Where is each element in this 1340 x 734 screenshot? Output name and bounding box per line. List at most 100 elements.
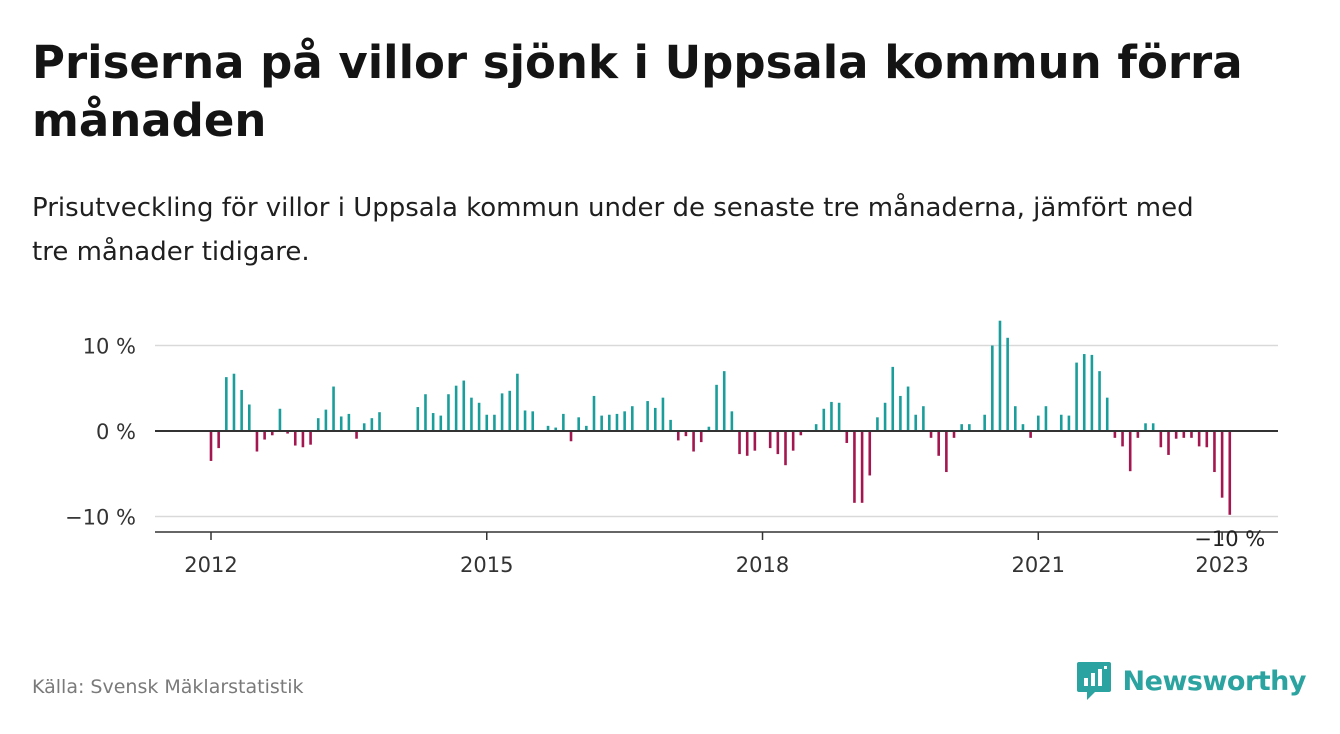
- bar: [738, 431, 741, 455]
- x-tick-label: 2023: [1195, 553, 1248, 577]
- bar: [945, 431, 948, 473]
- bar: [1098, 371, 1101, 431]
- bar: [523, 410, 527, 431]
- bar: [585, 425, 588, 431]
- bar: [730, 411, 734, 431]
- bar: [745, 431, 749, 456]
- bar: [853, 431, 856, 503]
- bar: [1044, 406, 1048, 431]
- bar: [1151, 423, 1155, 431]
- x-tick-label: 2021: [1012, 553, 1065, 577]
- bar: [768, 431, 772, 449]
- bar: [883, 402, 887, 431]
- bar: [631, 406, 634, 431]
- bar: [1213, 431, 1216, 473]
- bar: [899, 395, 902, 431]
- last-value-label: −10 %: [1194, 527, 1265, 551]
- bar: [1067, 415, 1071, 431]
- bar: [301, 431, 305, 448]
- bar: [692, 431, 695, 452]
- bar: [516, 373, 519, 432]
- bar: [500, 393, 504, 431]
- bar: [906, 386, 910, 431]
- bar: [1136, 431, 1140, 438]
- bar: [554, 427, 557, 431]
- bar: [684, 431, 688, 437]
- bar: [722, 371, 726, 431]
- bar: [240, 389, 243, 431]
- bar: [1197, 431, 1201, 447]
- bar: [952, 431, 956, 438]
- bar: [937, 431, 940, 456]
- y-tick-label: −10 %: [65, 506, 136, 530]
- bar: [661, 397, 665, 431]
- brand-logo: Newsworthy: [1075, 660, 1307, 702]
- bar: [998, 320, 1002, 431]
- bar: [991, 345, 994, 431]
- bar: [546, 425, 550, 431]
- bar: [1090, 354, 1094, 431]
- bar: [1190, 431, 1193, 438]
- bar: [293, 431, 297, 446]
- bar: [646, 401, 649, 431]
- bar: [316, 418, 320, 431]
- bar: [1029, 431, 1032, 438]
- bar: [753, 431, 757, 451]
- bar: [493, 414, 496, 431]
- y-tick-label: 0 %: [96, 420, 136, 444]
- bar: [485, 414, 489, 431]
- bar: [791, 431, 795, 451]
- bar: [1105, 397, 1109, 431]
- bar: [447, 394, 450, 431]
- bar: [1128, 431, 1132, 472]
- bar: [669, 419, 672, 431]
- bar: [1228, 431, 1232, 515]
- bar: [653, 407, 657, 431]
- bar: [799, 431, 803, 436]
- bar: [1036, 415, 1040, 431]
- bar: [248, 404, 251, 432]
- bar: [347, 413, 351, 431]
- bar: [608, 414, 611, 431]
- bar: [531, 411, 535, 431]
- bar: [416, 407, 420, 431]
- bar: [814, 424, 818, 431]
- bar: [1075, 362, 1078, 431]
- bar: [270, 431, 274, 436]
- bar-chart: 10 %0 %−10 %2012 2015 2018 2021 2023−10 %: [65, 320, 1278, 577]
- bar: [929, 431, 933, 438]
- bar: [1082, 354, 1086, 431]
- bar: [968, 424, 971, 431]
- bar: [615, 413, 619, 431]
- bar: [1174, 431, 1178, 439]
- bar: [508, 390, 512, 431]
- bar: [370, 418, 374, 431]
- bar: [1021, 424, 1025, 431]
- bar: [324, 409, 328, 432]
- bar: [960, 424, 963, 431]
- bar: [845, 431, 849, 443]
- bar: [623, 411, 626, 431]
- x-tick-label: 2015: [460, 553, 513, 577]
- bar: [830, 401, 833, 431]
- bar: [339, 416, 343, 432]
- bar: [477, 402, 481, 431]
- bar: [309, 431, 312, 445]
- bar: [1167, 431, 1170, 455]
- bar: [286, 431, 289, 434]
- bar: [424, 394, 427, 431]
- bar: [891, 366, 895, 432]
- bar: [822, 408, 826, 431]
- bar: [699, 431, 703, 443]
- bar: [1159, 431, 1163, 448]
- bar: [454, 385, 458, 432]
- bar: [876, 417, 879, 431]
- bar: [776, 431, 780, 455]
- bar: [255, 431, 259, 452]
- bar: [1006, 337, 1009, 431]
- newsworthy-logo-icon: [1076, 662, 1111, 700]
- bar: [1220, 431, 1224, 498]
- bar: [209, 431, 213, 461]
- bar: [1121, 431, 1124, 447]
- bar: [592, 395, 596, 431]
